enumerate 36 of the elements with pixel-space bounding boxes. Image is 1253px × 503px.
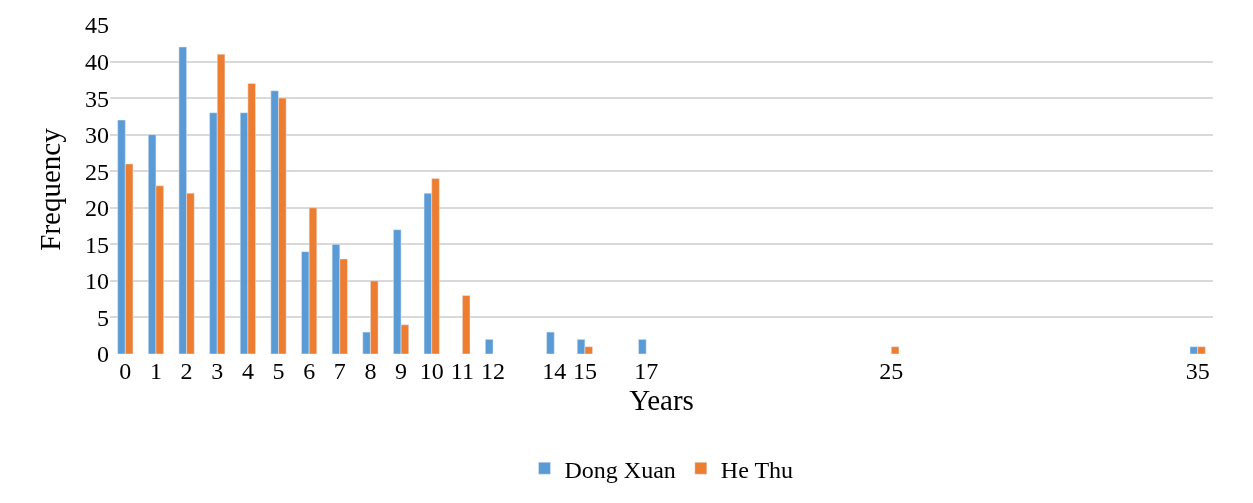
bar (546, 331, 555, 354)
x-tick-label: 35 (1185, 358, 1210, 384)
y-tick-label: 35 (85, 85, 109, 112)
x-tick-label: 3 (211, 358, 224, 384)
x-tick-label: 11 (450, 358, 474, 384)
x-tick-label: 12 (480, 358, 505, 384)
x-tick-label: 2 (180, 358, 193, 384)
y-tick-label: 15 (85, 231, 109, 258)
bar (462, 295, 471, 354)
y-tick-label: 40 (85, 48, 109, 75)
x-tick-label: 6 (303, 358, 316, 384)
y-tick-label: 5 (97, 304, 109, 331)
x-tick-label: 5 (272, 358, 285, 384)
y-tick-label: 20 (85, 195, 109, 222)
y-tick-label: 25 (85, 158, 109, 185)
x-axis-title: Years (629, 384, 694, 416)
bar (485, 339, 494, 354)
y-tick-label: 10 (85, 268, 109, 295)
x-tick-label: 8 (364, 358, 377, 384)
y-axis-title: Frequency (34, 127, 67, 251)
x-tick-label: 0 (119, 358, 132, 384)
legend-label: Dong Xuan (564, 456, 676, 483)
y-tick-label: 45 (85, 12, 109, 39)
x-tick-label: 25 (879, 358, 904, 384)
x-tick-label: 10 (419, 358, 444, 384)
bar (891, 346, 900, 354)
legend-label: He Thu (720, 456, 794, 483)
x-tick-label: 1 (149, 358, 162, 384)
bar (638, 339, 647, 354)
x-tick-label: 14 (542, 358, 567, 384)
x-tick-label: 9 (395, 358, 408, 384)
x-tick-label: 4 (241, 358, 254, 384)
x-tick-label: 7 (333, 358, 346, 384)
x-tick-label: 15 (572, 358, 597, 384)
y-tick-label: 30 (85, 122, 109, 149)
x-tick-label: 17 (634, 358, 659, 384)
